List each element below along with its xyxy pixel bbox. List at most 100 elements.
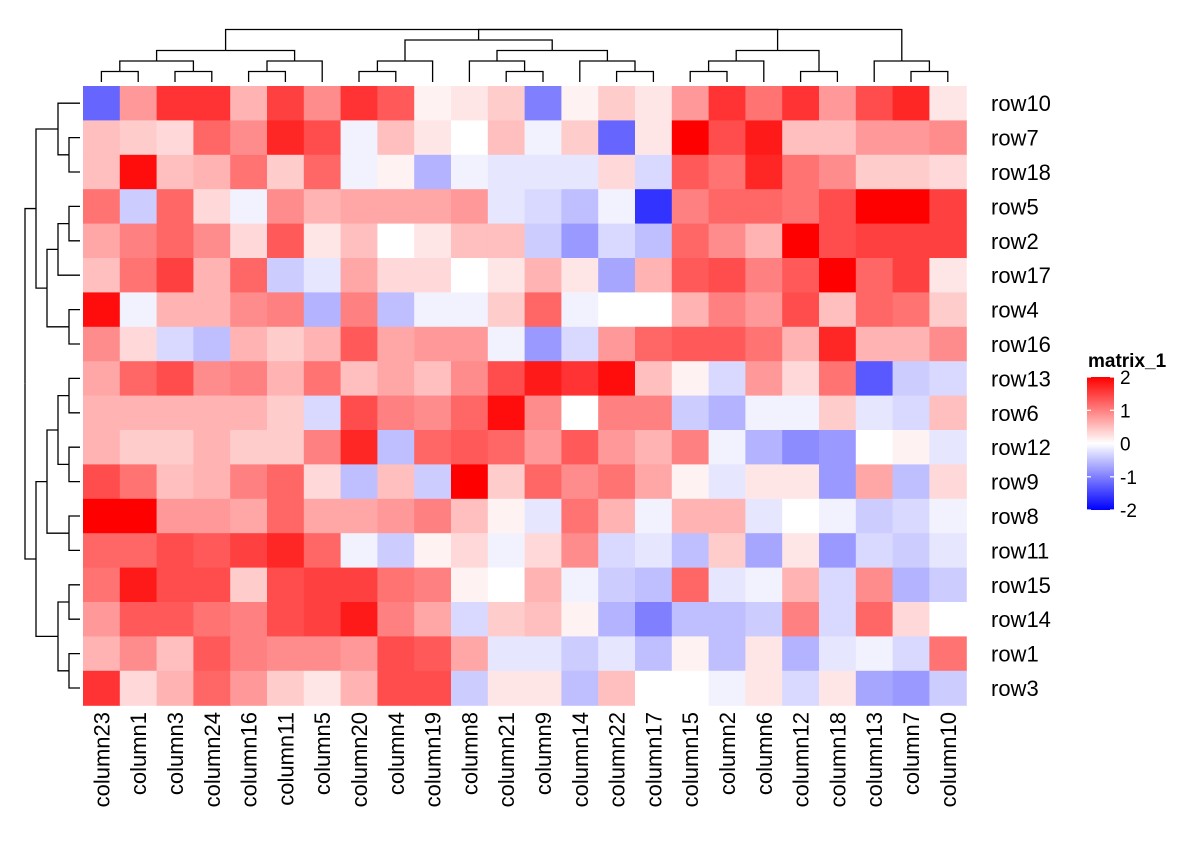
heatmap-cell-row5-column24 [193, 189, 231, 225]
heatmap-cell-row16-column15 [671, 326, 710, 362]
heatmap-cell-row4-column17 [635, 292, 673, 328]
heatmap-cell-row8-column14 [561, 498, 599, 534]
heatmap-cell-row2-column22 [598, 223, 636, 259]
heatmap-cell-row13-column19 [414, 361, 452, 397]
column-label-column4: column4 [384, 712, 409, 795]
heatmap-cell-row2-column13 [855, 223, 894, 259]
heatmap-cell-row7-column23 [83, 120, 121, 156]
heatmap-cell-row11-column17 [635, 533, 673, 569]
dendrogram-branch [266, 60, 295, 72]
heatmap-cell-row13-column2 [708, 361, 746, 397]
dendrogram-branch [225, 49, 296, 61]
heatmap-cell-row3-column1 [119, 670, 158, 706]
heatmap-cell-row6-column17 [635, 395, 673, 431]
heatmap-cell-row15-column13 [855, 567, 894, 603]
dendrogram-branch [46, 429, 58, 482]
heatmap-cell-row2-column21 [487, 223, 526, 259]
heatmap-cell-row6-column3 [156, 395, 194, 431]
heatmap-cell-row3-column16 [230, 670, 268, 706]
heatmap-cell-row2-column15 [671, 223, 710, 259]
heatmap-cell-row1-column10 [929, 636, 967, 672]
heatmap-cell-row6-column15 [671, 395, 710, 431]
heatmap-cell-row3-column20 [340, 670, 378, 706]
heatmap-cell-row9-column1 [119, 464, 158, 500]
dendrogram-branch [708, 70, 728, 82]
heatmap-cell-row10-column7 [892, 86, 930, 121]
heatmap-cell-row12-column2 [708, 430, 746, 465]
heatmap-cell-row13-column8 [451, 361, 489, 397]
heatmap-cell-row18-column8 [451, 154, 489, 190]
heatmap-cell-row17-column9 [524, 258, 562, 293]
heatmap-cell-row4-column10 [929, 292, 967, 328]
heatmap-cell-row15-column16 [230, 567, 268, 603]
dendrogram-branch [100, 70, 120, 82]
heatmap-cell-row10-column19 [414, 86, 452, 121]
heatmap-cell-row13-column14 [561, 361, 599, 397]
heatmap-cell-row16-column22 [598, 326, 636, 362]
heatmap-cell-row5-column1 [119, 189, 158, 225]
heatmap-cell-row4-column5 [303, 292, 342, 328]
dendrogram-branch [929, 70, 949, 82]
heatmap-cell-row5-column22 [598, 189, 636, 225]
heatmap-cell-row15-column1 [119, 567, 158, 603]
heatmap-cell-row6-column22 [598, 395, 636, 431]
heatmap-cell-row9-column13 [855, 464, 894, 500]
heatmap-cell-row2-column5 [303, 223, 342, 259]
heatmap-cell-row12-column23 [83, 430, 121, 465]
heatmap-cell-row15-column4 [377, 567, 415, 603]
dendrogram-branch [552, 49, 609, 61]
heatmap-cell-row3-column7 [892, 670, 930, 706]
column-label-column22: column22 [605, 712, 630, 807]
heatmap-cell-row18-column5 [303, 154, 342, 190]
heatmap-cell-row3-column24 [193, 670, 231, 706]
heatmap-cell-row2-column8 [451, 223, 489, 259]
heatmap-cell-row13-column18 [819, 361, 857, 397]
heatmap-cell-row10-column10 [929, 86, 967, 121]
heatmap-cell-row9-column22 [598, 464, 636, 500]
heatmap-cell-row14-column6 [745, 602, 783, 637]
heatmap-cell-row1-column17 [635, 636, 673, 672]
dendrogram-branch [294, 60, 323, 82]
heatmap-cell-row1-column7 [892, 636, 930, 672]
heatmap-cell-row5-column10 [929, 189, 967, 225]
heatmap-cell-row16-column12 [782, 326, 820, 362]
heatmap-cell-row15-column20 [340, 567, 378, 603]
heatmap-cell-row16-column3 [156, 326, 194, 362]
heatmap-cell-row11-column12 [782, 533, 820, 569]
heatmap-cell-row12-column4 [377, 430, 415, 465]
heatmap-cell-row13-column17 [635, 361, 673, 397]
heatmap-cell-row16-column24 [193, 326, 231, 362]
heatmap-cell-row8-column9 [524, 498, 562, 534]
dendrogram-branch [799, 70, 819, 82]
heatmap-cell-row13-column12 [782, 361, 820, 397]
heatmap-cell-row13-column15 [671, 361, 710, 397]
dendrogram-branch [505, 70, 525, 82]
heatmap-cell-row4-column18 [819, 292, 857, 328]
heatmap-cell-row3-column3 [156, 670, 194, 706]
heatmap-cell-row18-column19 [414, 154, 452, 190]
heatmap-cell-row12-column7 [892, 430, 930, 465]
heatmap-cell-row7-column1 [119, 120, 158, 156]
column-label-column17: column17 [641, 712, 666, 807]
dendrogram-branch [68, 602, 80, 620]
heatmap-cell-row7-column13 [855, 120, 894, 156]
heatmap-cell-row4-column3 [156, 292, 194, 328]
heatmap-cell-row10-column20 [340, 86, 378, 121]
row-label-row15: row15 [991, 573, 1051, 598]
dendrogram-branch [478, 39, 553, 51]
dendrogram-branch [68, 670, 80, 689]
dendrogram-branch [497, 60, 526, 72]
heatmap-cell-row9-column12 [782, 464, 820, 500]
heatmap-cell-row1-column24 [193, 636, 231, 672]
heatmap-cell-row4-column20 [340, 292, 378, 328]
heatmap-cell-row17-column24 [193, 258, 231, 293]
heatmap-cell-row7-column2 [708, 120, 746, 156]
heatmap-cell-row4-column24 [193, 292, 231, 328]
heatmap-cell-row2-column24 [193, 223, 231, 259]
heatmap-cell-row15-column8 [451, 567, 489, 603]
dendrogram-branch [247, 70, 267, 82]
heatmap-cell-row4-column4 [377, 292, 415, 328]
heatmap-cell-row18-column7 [892, 154, 930, 190]
dendrogram-branch [155, 49, 226, 61]
dendrogram-branch [57, 129, 69, 156]
